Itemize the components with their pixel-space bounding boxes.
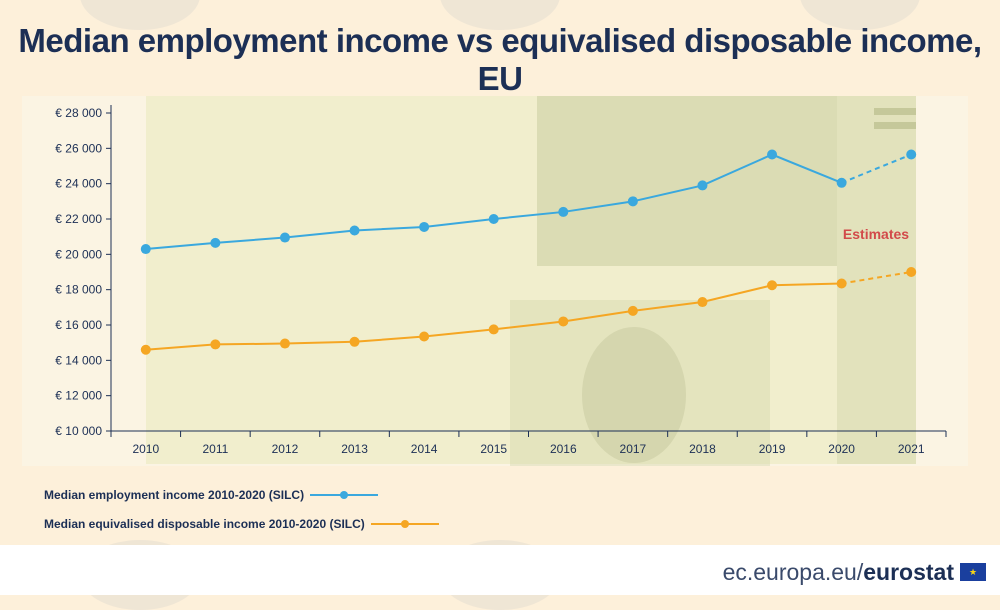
x-tick-label: 2010 [132,442,159,456]
data-point [697,297,708,308]
x-tick-label: 2019 [759,442,786,456]
footer-brand: eurostat [863,559,954,585]
banknote-window [582,327,686,463]
series-line-estimate [841,271,912,285]
data-point [836,278,847,289]
data-point [488,324,499,335]
y-tick-label: € 28 000 [55,106,102,120]
data-point [349,225,360,236]
eu-flag-icon: ★ [960,563,986,581]
series-line-estimate [841,153,912,184]
data-point [558,316,569,327]
data-point [279,232,290,243]
data-point [279,338,290,349]
data-point [419,221,430,232]
data-point [627,305,638,316]
data-point [558,206,569,217]
y-tick-label: € 24 000 [55,177,102,191]
data-point [767,280,778,291]
footer-link[interactable]: ec.europa.eu/eurostat [723,559,954,586]
legend-item-employment: Median employment income 2010-2020 (SILC… [44,485,379,505]
y-tick-label: € 14 000 [55,353,102,367]
data-point [210,237,221,248]
x-tick-label: 2020 [828,442,855,456]
data-point [140,244,151,255]
footer: ec.europa.eu/eurostat ★ [0,545,1000,595]
legend-swatch-blue [310,485,379,505]
x-tick-label: 2018 [689,442,716,456]
y-tick-label: € 12 000 [55,389,102,403]
y-tick-label: € 18 000 [55,283,102,297]
banknote-stripe [874,122,916,129]
legend-item-disposable: Median equivalised disposable income 201… [44,514,439,534]
data-point [627,196,638,207]
x-tick-label: 2014 [411,442,438,456]
data-point [906,267,917,277]
estimates-annotation: Estimates [843,226,909,242]
chart-area: € 10 000 € 12 000 € 14 000 € 16 000 € 18 000… [55,96,947,466]
chart-title: Median employment income vs equivalised … [18,22,982,97]
x-tick-label: 2016 [550,442,577,456]
x-tick-label: 2012 [272,442,299,456]
legend-label: Median equivalised disposable income 201… [44,517,365,531]
data-point [419,331,430,342]
x-tick-label: 2017 [620,442,647,456]
legend-swatch-orange [370,514,439,534]
x-tick-label: 2011 [202,442,228,456]
data-point [906,149,917,160]
data-point [697,180,708,191]
y-tick-label: € 22 000 [55,212,102,226]
y-tick-label: € 10 000 [55,424,102,438]
x-tick-label: 2015 [480,442,507,456]
data-point [349,336,360,347]
y-tick-label: € 26 000 [55,141,102,155]
banknote-dark-band [537,96,837,266]
x-tick-label: 2021 [898,442,925,456]
footer-site: ec.europa.eu/ [722,559,864,585]
legend-label: Median employment income 2010-2020 (SILC… [44,488,305,502]
banknote-stripe [874,108,916,115]
banknote-right-band [837,96,916,464]
x-tick-label: 2013 [341,442,368,456]
y-tick-label: € 16 000 [55,318,102,332]
data-point [767,149,778,160]
data-point [488,214,499,224]
data-point [140,344,151,355]
data-point [210,339,221,350]
y-tick-label: € 20 000 [55,247,102,261]
data-point [836,177,847,188]
